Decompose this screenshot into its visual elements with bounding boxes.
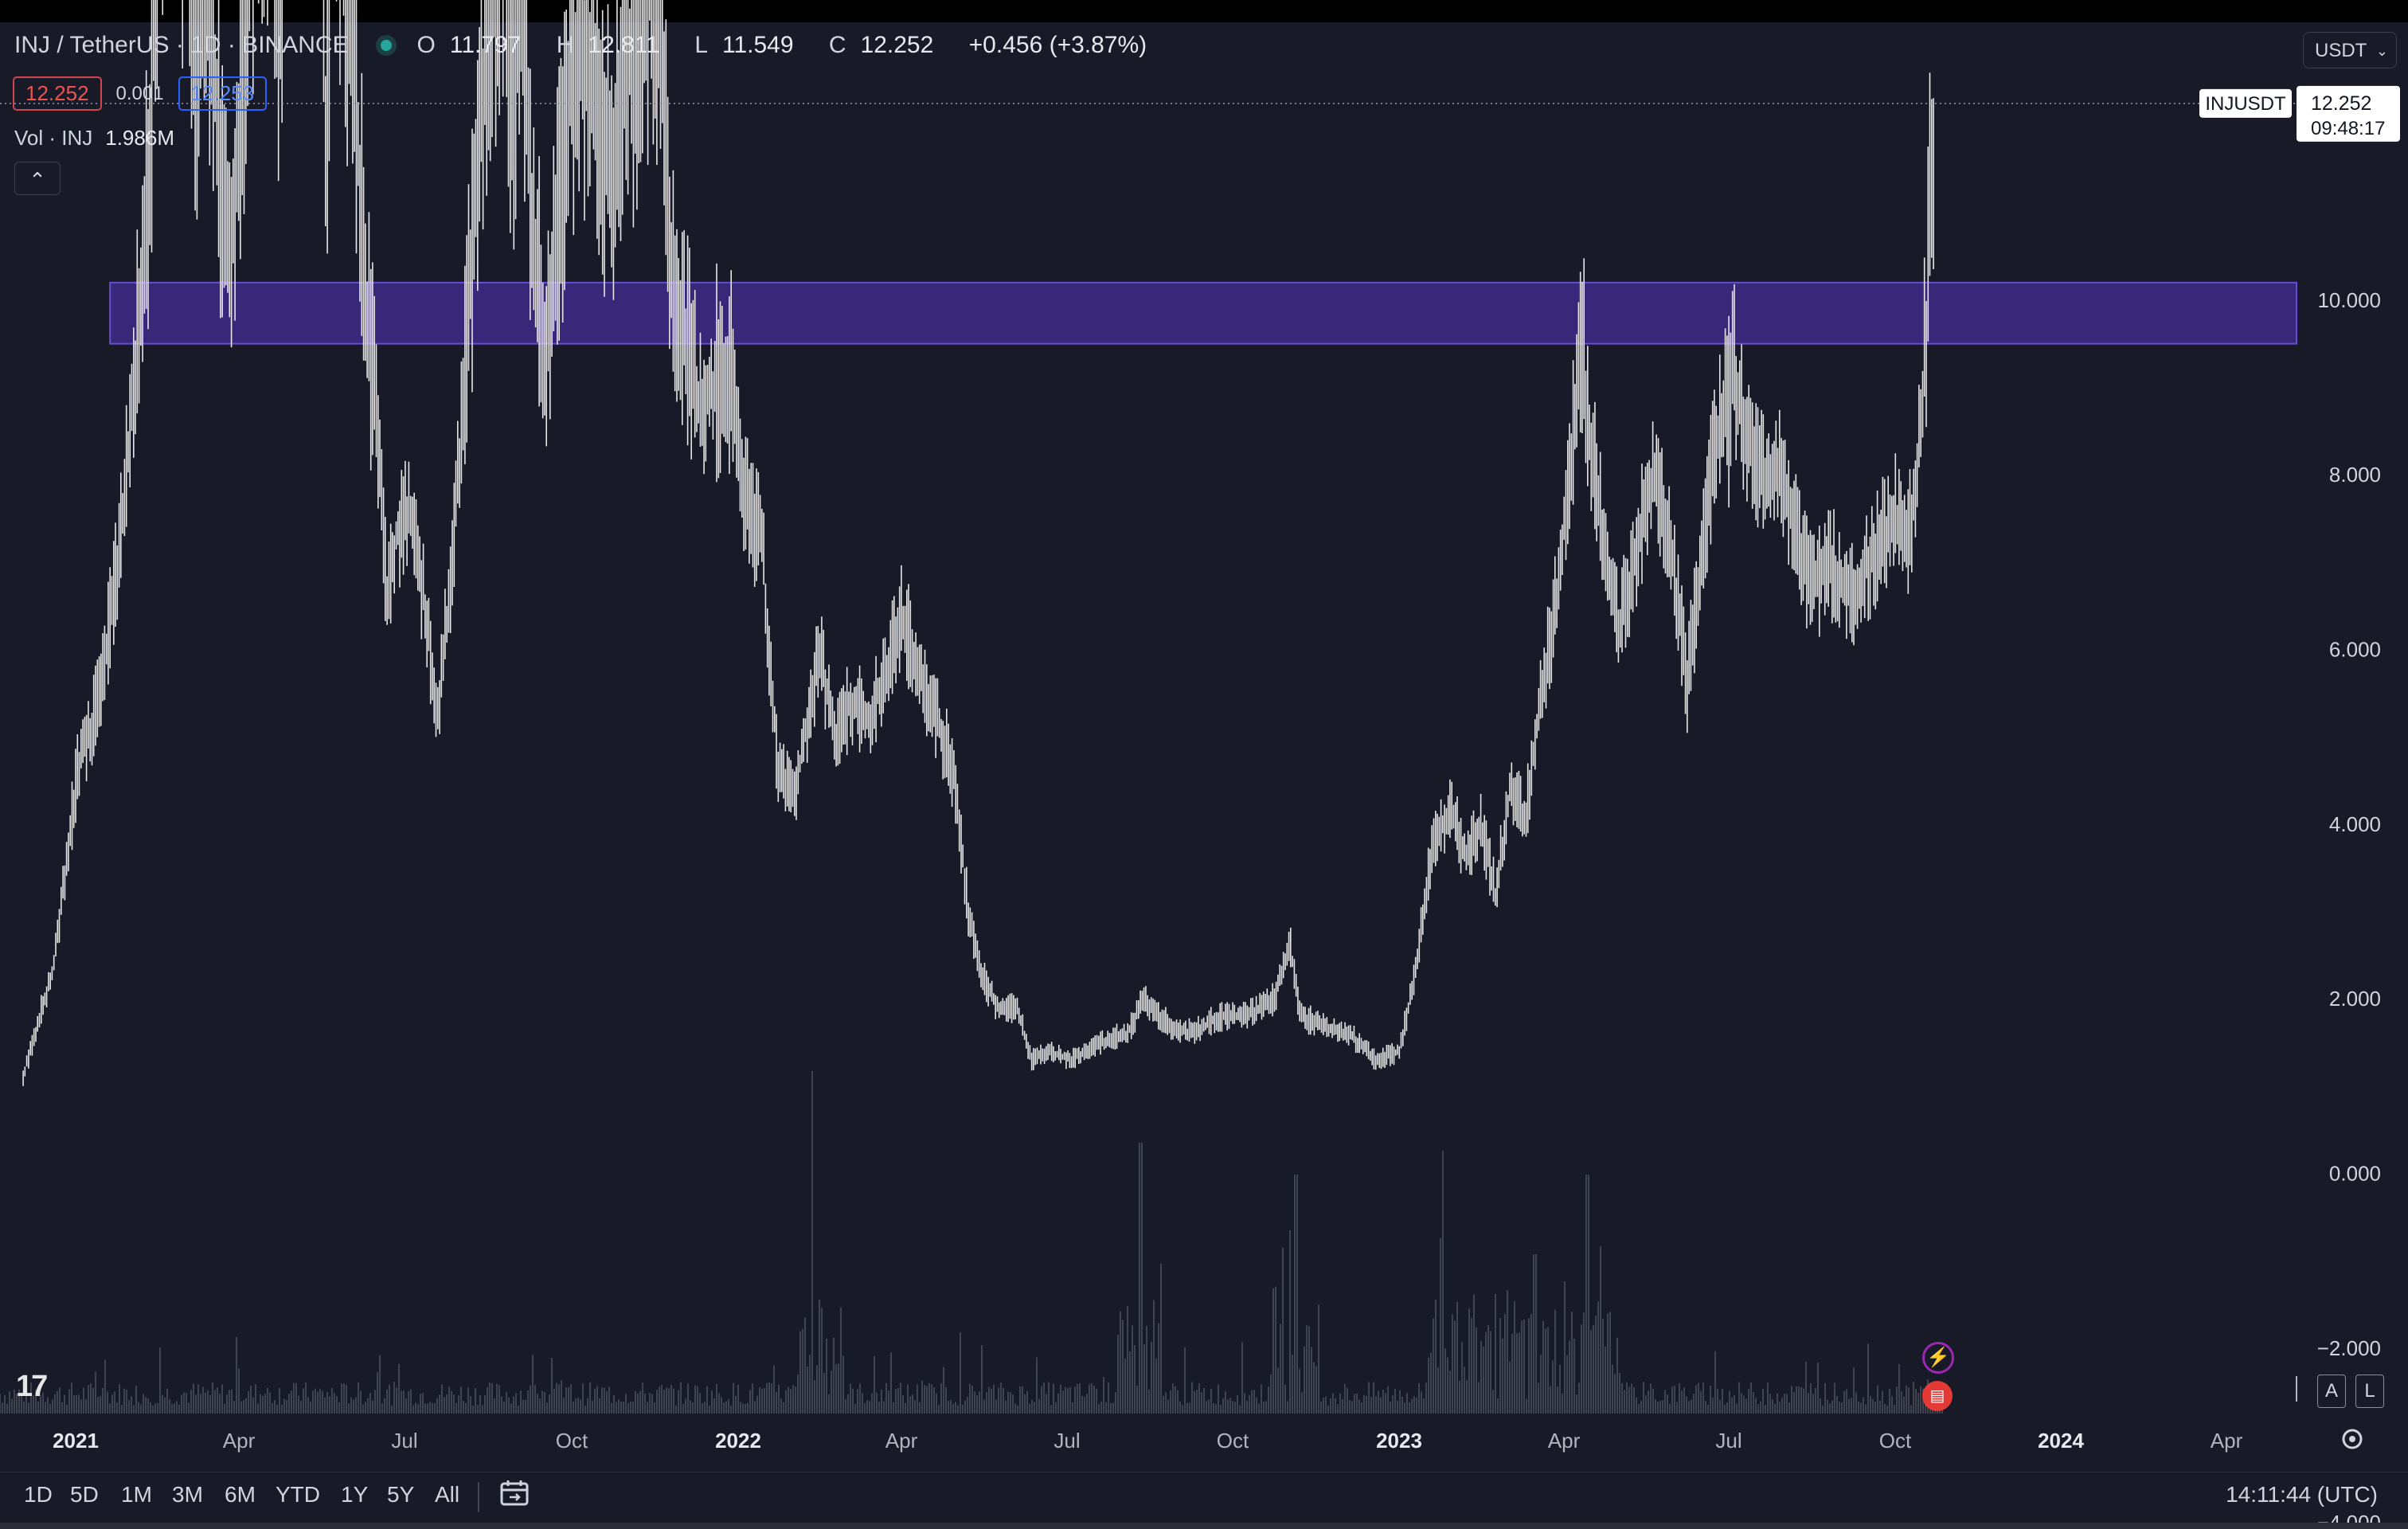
x-axis-tick-label: Oct: [1217, 1429, 1249, 1453]
last-price-value: 12.252: [2311, 92, 2371, 115]
chevron-down-icon: ⌄: [2375, 43, 2388, 59]
currency-select[interactable]: USDT ⌄: [2303, 32, 2397, 68]
y-axis-tick-label: −2.000: [2317, 1336, 2381, 1360]
change-value: +0.456 (+3.87%): [968, 32, 1147, 58]
volume-value: 1.986M: [105, 126, 174, 150]
currency-value: USDT: [2315, 40, 2367, 61]
range-all-button[interactable]: All: [435, 1482, 460, 1507]
volume-label: Vol · INJ: [14, 126, 93, 150]
low-label: L: [694, 32, 708, 58]
high-value: 12.811: [588, 32, 659, 58]
collapse-legend-button[interactable]: ⌃: [14, 162, 61, 195]
symbol-price-tag-label: INJUSDT: [2205, 93, 2286, 115]
gear-icon: [2342, 1429, 2363, 1449]
log-scale-button[interactable]: L: [2355, 1375, 2384, 1408]
symbol-title[interactable]: INJ / TetherUS · 1D · BINANCE: [14, 32, 349, 58]
range-5y-button[interactable]: 5Y: [387, 1482, 415, 1507]
range-1y-button[interactable]: 1Y: [341, 1482, 369, 1507]
close-label: C: [828, 32, 846, 58]
x-axis-tick-label: Oct: [1879, 1429, 1912, 1453]
x-axis-tick-label: Apr: [885, 1429, 918, 1453]
bid-ask-ticker: 12.252 0.001 12.253: [13, 76, 268, 111]
bar-countdown: 09:48:17: [2311, 118, 2385, 139]
symbol-price-tag: [2199, 88, 2292, 118]
x-axis-tick-label: 2023: [1376, 1429, 1422, 1453]
y-axis-tick-label: 0.000: [2329, 1162, 2381, 1186]
x-axis-tick-label: 2024: [2038, 1429, 2084, 1453]
range-6m-button[interactable]: 6M: [225, 1482, 256, 1507]
calendar-range-icon[interactable]: [498, 1479, 530, 1507]
y-axis-tick-label: 8.000: [2329, 463, 2381, 487]
high-label: H: [556, 32, 574, 58]
gear-icon-center: [2349, 1436, 2355, 1442]
x-axis-tick-label: Jul: [1715, 1429, 1742, 1453]
auto-scale-button[interactable]: A: [2317, 1375, 2346, 1408]
x-axis-tick-label: Apr: [223, 1429, 256, 1453]
open-label: O: [416, 32, 436, 58]
price-candles: [22, 0, 1934, 1086]
buy-price-button[interactable]: 12.253: [178, 76, 268, 111]
close-value: 12.252: [860, 32, 934, 58]
log-scale-label: L: [2364, 1380, 2375, 1402]
y-axis-tick-label: 6.000: [2329, 637, 2381, 661]
y-axis-tick-label: 4.000: [2329, 812, 2381, 836]
x-axis-tick-label: Jul: [391, 1429, 417, 1453]
sell-price-button[interactable]: 12.252: [13, 76, 102, 111]
window-bottom-bar: [0, 1523, 2408, 1529]
x-axis-tick-label: Oct: [556, 1429, 588, 1453]
spread-value: 0.001: [115, 82, 164, 104]
window-top-bar: [0, 0, 2408, 22]
range-1d-button[interactable]: 1D: [24, 1482, 53, 1507]
y-axis-tick-label: 2.000: [2329, 987, 2381, 1011]
range-3m-button[interactable]: 3M: [172, 1482, 203, 1507]
ohlc-values: O 11.797 H 12.811 L 11.549 C 12.252 +0.456 (…: [417, 32, 1162, 59]
us-flag-event-icon[interactable]: ▤: [1922, 1381, 1953, 1411]
range-1m-button[interactable]: 1M: [121, 1482, 152, 1507]
x-axis-tick-label: Apr: [1548, 1429, 1581, 1453]
range-ytd-button[interactable]: YTD: [276, 1482, 320, 1507]
low-value: 11.549: [722, 32, 794, 58]
utc-clock[interactable]: 14:11:44 (UTC): [2226, 1482, 2378, 1507]
auto-scale-label: A: [2324, 1380, 2338, 1402]
market-status-icon: [380, 40, 392, 51]
last-price-tag: [2297, 85, 2400, 142]
volume-histogram: [0, 1071, 1943, 1414]
lightning-event-icon[interactable]: ⚡: [1922, 1342, 1954, 1374]
x-axis-tick-label: Jul: [1054, 1429, 1080, 1453]
chevron-up-icon: ⌃: [29, 168, 46, 192]
x-axis-tick-label: Apr: [2211, 1429, 2243, 1453]
x-axis-tick-label: 2021: [53, 1429, 99, 1453]
y-axis-tick-label: 10.000: [2317, 288, 2381, 312]
price-zone-rectangle: [109, 281, 2297, 345]
x-axis-tick-label: 2022: [715, 1429, 761, 1453]
bottom-toolbar: 1D 5D 1M 3M 6M YTD 1Y 5Y All 14:11:44 (U…: [0, 1472, 2408, 1522]
toolbar-divider: [478, 1482, 479, 1512]
volume-legend: Vol · INJ 1.986M: [14, 126, 174, 151]
tradingview-logo-icon: 17: [16, 1370, 48, 1403]
range-5d-button[interactable]: 5D: [70, 1482, 99, 1507]
open-value: 11.797: [449, 32, 522, 58]
